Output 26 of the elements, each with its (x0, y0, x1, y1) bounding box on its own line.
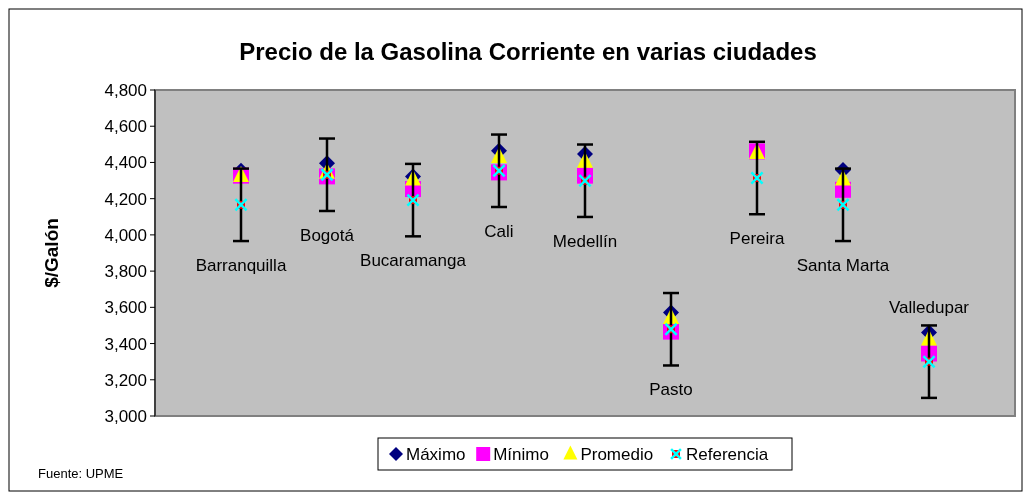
source-note: Fuente: UPME (38, 466, 124, 481)
x-tick-label: Valledupar (888, 298, 970, 318)
y-tick-label: 4,600 (104, 117, 147, 137)
y-tick-label: 4,400 (104, 153, 147, 173)
chart-title: Precio de la Gasolina Corriente en varias ciudades (239, 38, 817, 65)
legend-label: Promedio (580, 444, 654, 464)
y-tick-label: 3,000 (104, 406, 147, 426)
y-tick-label: 3,200 (104, 370, 147, 390)
x-tick-label: Pereira (729, 229, 785, 249)
y-tick-label: 4,800 (104, 80, 147, 100)
y-tick-label: 3,600 (104, 298, 147, 318)
x-tick-label: Bogotá (300, 225, 355, 245)
legend-label: Referencia (686, 444, 769, 464)
x-tick-label: Barranquilla (195, 256, 287, 276)
legend-label: Mínimo (493, 444, 549, 464)
legend-label: Máximo (406, 444, 466, 464)
y-tick-label: 3,800 (104, 262, 147, 282)
y-tick-label: 3,400 (104, 334, 147, 354)
x-tick-label: Cali (484, 222, 514, 241)
x-tick-label: Medellín (552, 231, 618, 251)
y-tick-label: 4,000 (104, 225, 147, 245)
x-tick-label: Bucaramanga (360, 251, 467, 271)
x-tick-label: Santa Marta (796, 256, 890, 276)
y-tick-label: 4,200 (104, 189, 147, 209)
y-axis-title: $/Galón (41, 218, 62, 288)
x-tick-label: Pasto (649, 380, 693, 400)
